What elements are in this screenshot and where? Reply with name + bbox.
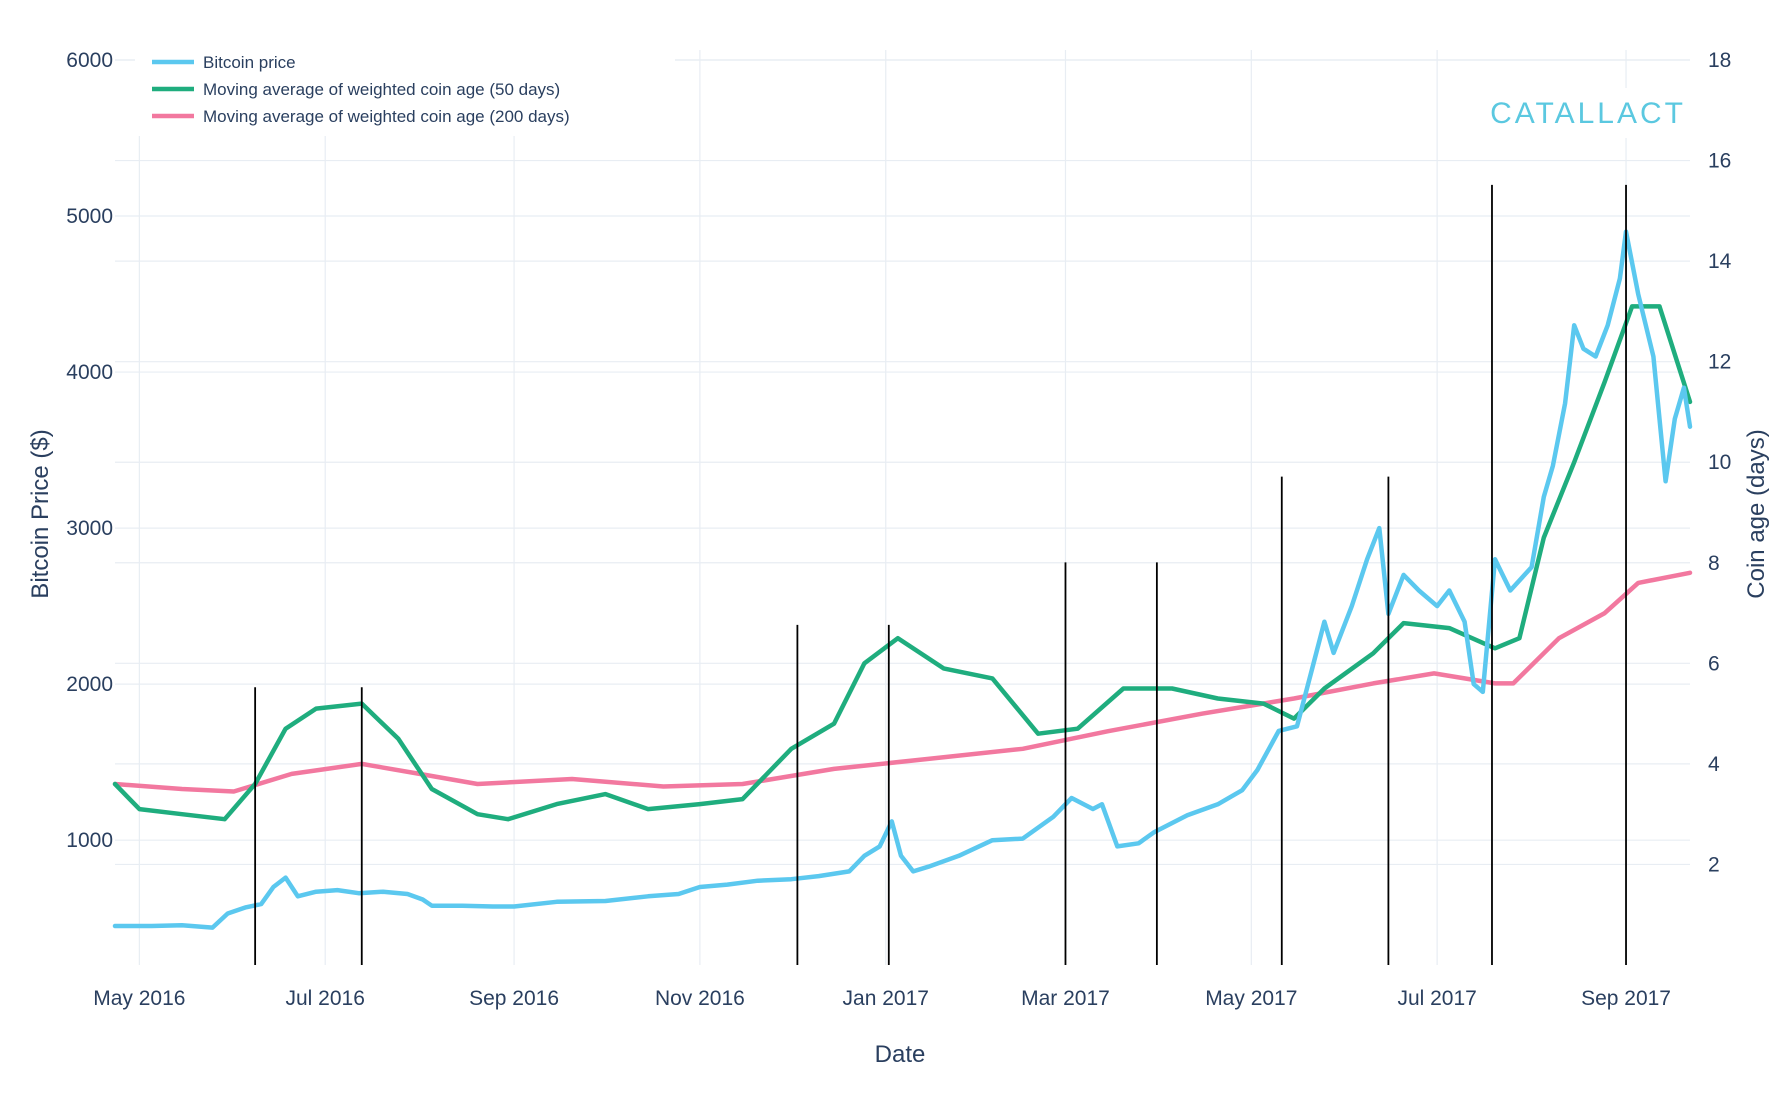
- x-axis-title: Date: [875, 1041, 926, 1068]
- x-tick-label: Sep 2016: [469, 987, 559, 1010]
- brand-name: CATALLACT: [1490, 97, 1686, 130]
- legend: Bitcoin price Moving average of weighted …: [135, 44, 675, 136]
- y2-axis-title: Coin age (days): [1743, 429, 1770, 598]
- y-tick-label: 4000: [66, 361, 113, 384]
- x-tick-label: Mar 2017: [1021, 987, 1110, 1010]
- brand-background: [1510, 88, 1690, 138]
- x-tick-label: May 2017: [1205, 987, 1297, 1010]
- y2-tick-label: 14: [1708, 250, 1732, 273]
- y2-tick-label: 2: [1708, 853, 1720, 876]
- legend-background: [135, 44, 675, 136]
- catallact-logo: CATALLACT: [1490, 88, 1690, 138]
- series-line-price: [112, 229, 1693, 930]
- axis-layer: May 2016 Jul 2016 Sep 2016 Nov 2016 Jan 2017…: [66, 49, 1731, 1010]
- event-lines: [254, 184, 1627, 965]
- x-tick-label: May 2016: [93, 987, 185, 1010]
- y-tick-label: 3000: [66, 517, 113, 540]
- y2-tick-label: 10: [1708, 451, 1731, 474]
- legend-label-ma50: Moving average of weighted coin age (50 …: [203, 80, 560, 99]
- y2-tick-label: 6: [1708, 652, 1720, 675]
- y2-tick-label: 12: [1708, 351, 1731, 374]
- x-tick-label: Nov 2016: [655, 987, 745, 1010]
- y2-tick-label: 8: [1708, 552, 1720, 575]
- y-axis-title: Bitcoin Price ($): [27, 429, 54, 598]
- series-layer: [112, 229, 1693, 930]
- y-tick-label: 6000: [66, 49, 113, 72]
- y2-tick-label: 18: [1708, 49, 1731, 72]
- series-line-ma200: [112, 570, 1693, 794]
- x-tick-label: Jul 2017: [1397, 987, 1476, 1010]
- legend-label-ma200: Moving average of weighted coin age (200…: [203, 107, 570, 126]
- y2-tick-label: 4: [1708, 753, 1720, 776]
- x-tick-label: Jan 2017: [843, 987, 929, 1010]
- y-tick-label: 2000: [66, 673, 113, 696]
- y2-tick-label: 16: [1708, 150, 1731, 173]
- grid-layer: [115, 50, 1690, 965]
- legend-label-price: Bitcoin price: [203, 53, 296, 72]
- y-tick-label: 5000: [66, 205, 113, 228]
- y-tick-label: 1000: [66, 829, 113, 852]
- x-tick-label: Jul 2016: [285, 987, 364, 1010]
- x-tick-label: Sep 2017: [1581, 987, 1671, 1010]
- series-line-ma50: [112, 304, 1693, 822]
